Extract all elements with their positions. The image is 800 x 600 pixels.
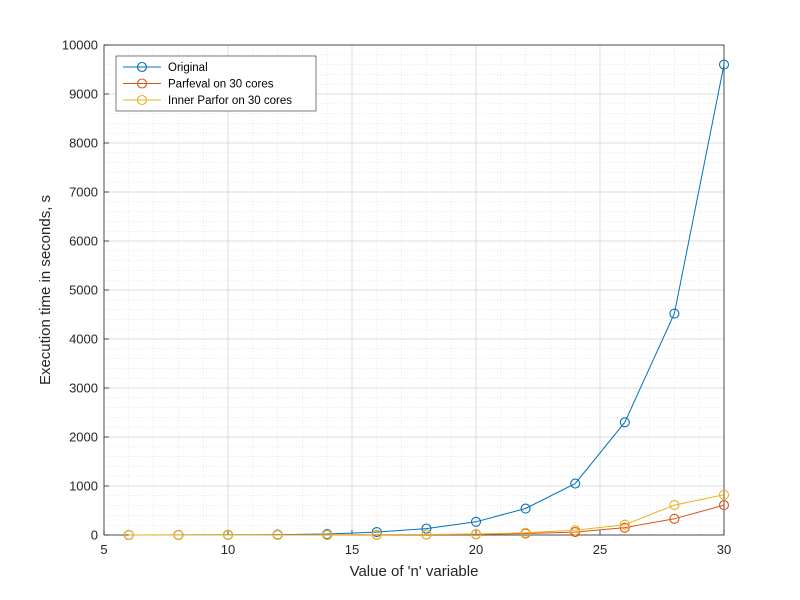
y-tick-label: 2000: [69, 430, 98, 445]
data-point: [520, 503, 531, 514]
data-point: [520, 527, 531, 538]
x-tick-label: 30: [717, 542, 731, 557]
data-point: [123, 529, 134, 541]
data-point: [669, 513, 680, 524]
data-point: [421, 523, 432, 534]
data-point: [718, 489, 730, 500]
data-point: [718, 500, 730, 511]
data-point: [619, 519, 630, 530]
data-point: [222, 529, 234, 541]
y-tick-label: 10000: [62, 38, 98, 53]
y-tick-label: 9000: [69, 87, 98, 102]
y-tick-label: 1000: [69, 479, 98, 494]
data-point: [570, 525, 581, 536]
y-tick-label: 4000: [69, 332, 98, 347]
x-tick-label: 10: [221, 542, 235, 557]
x-axis: 5 10 15 20 25 30: [100, 530, 731, 557]
data-point: [718, 59, 730, 70]
legend-marker: [136, 94, 148, 106]
data-point: [371, 527, 382, 538]
y-tick-label: 5000: [69, 283, 98, 298]
legend-item: Original: [123, 61, 208, 74]
x-tick-label: 5: [100, 542, 107, 557]
legend-label: Original: [168, 62, 208, 74]
legend-label: Parfeval on 30 cores: [168, 79, 274, 91]
data-point: [619, 522, 630, 533]
series-line: [128, 494, 725, 536]
y-axis: 0 1000 2000 3000 4000 5000 6000 7000 8000 9000 100…: [62, 38, 109, 543]
data-point: [421, 529, 432, 540]
data-point: [470, 528, 482, 540]
y-tick-label: 0: [91, 528, 98, 543]
data-point: [470, 516, 482, 527]
data-point: [322, 529, 333, 540]
legend-item: Inner Parfor on 30 cores: [123, 94, 292, 107]
x-tick-label: 20: [469, 542, 483, 557]
series-3: [123, 489, 730, 541]
y-axis-label: Execution time in seconds, s: [37, 195, 54, 385]
legend-item: Parfeval on 30 cores: [123, 78, 274, 91]
legend-marker: [136, 78, 148, 89]
data-point: [570, 478, 581, 489]
series-layer: [123, 59, 730, 541]
x-tick-label: 25: [593, 542, 607, 557]
legend-marker: [136, 61, 148, 73]
legend: Original Parfeval on 30 cores Inner Parfor…: [115, 55, 317, 112]
y-tick-label: 3000: [69, 381, 98, 396]
data-point: [669, 308, 680, 319]
legend-label: Inner Parfor on 30 cores: [168, 95, 292, 107]
minor-grid: [104, 45, 724, 535]
x-tick-label: 15: [345, 542, 359, 557]
data-point: [619, 417, 630, 428]
y-tick-label: 6000: [69, 234, 98, 249]
data-point: [371, 529, 382, 540]
y-tick-label: 8000: [69, 136, 98, 151]
data-point: [272, 529, 283, 541]
data-point: [669, 500, 680, 511]
data-point: [173, 529, 184, 541]
x-axis-label: Value of 'n' variable: [350, 563, 479, 580]
y-tick-label: 7000: [69, 185, 98, 200]
